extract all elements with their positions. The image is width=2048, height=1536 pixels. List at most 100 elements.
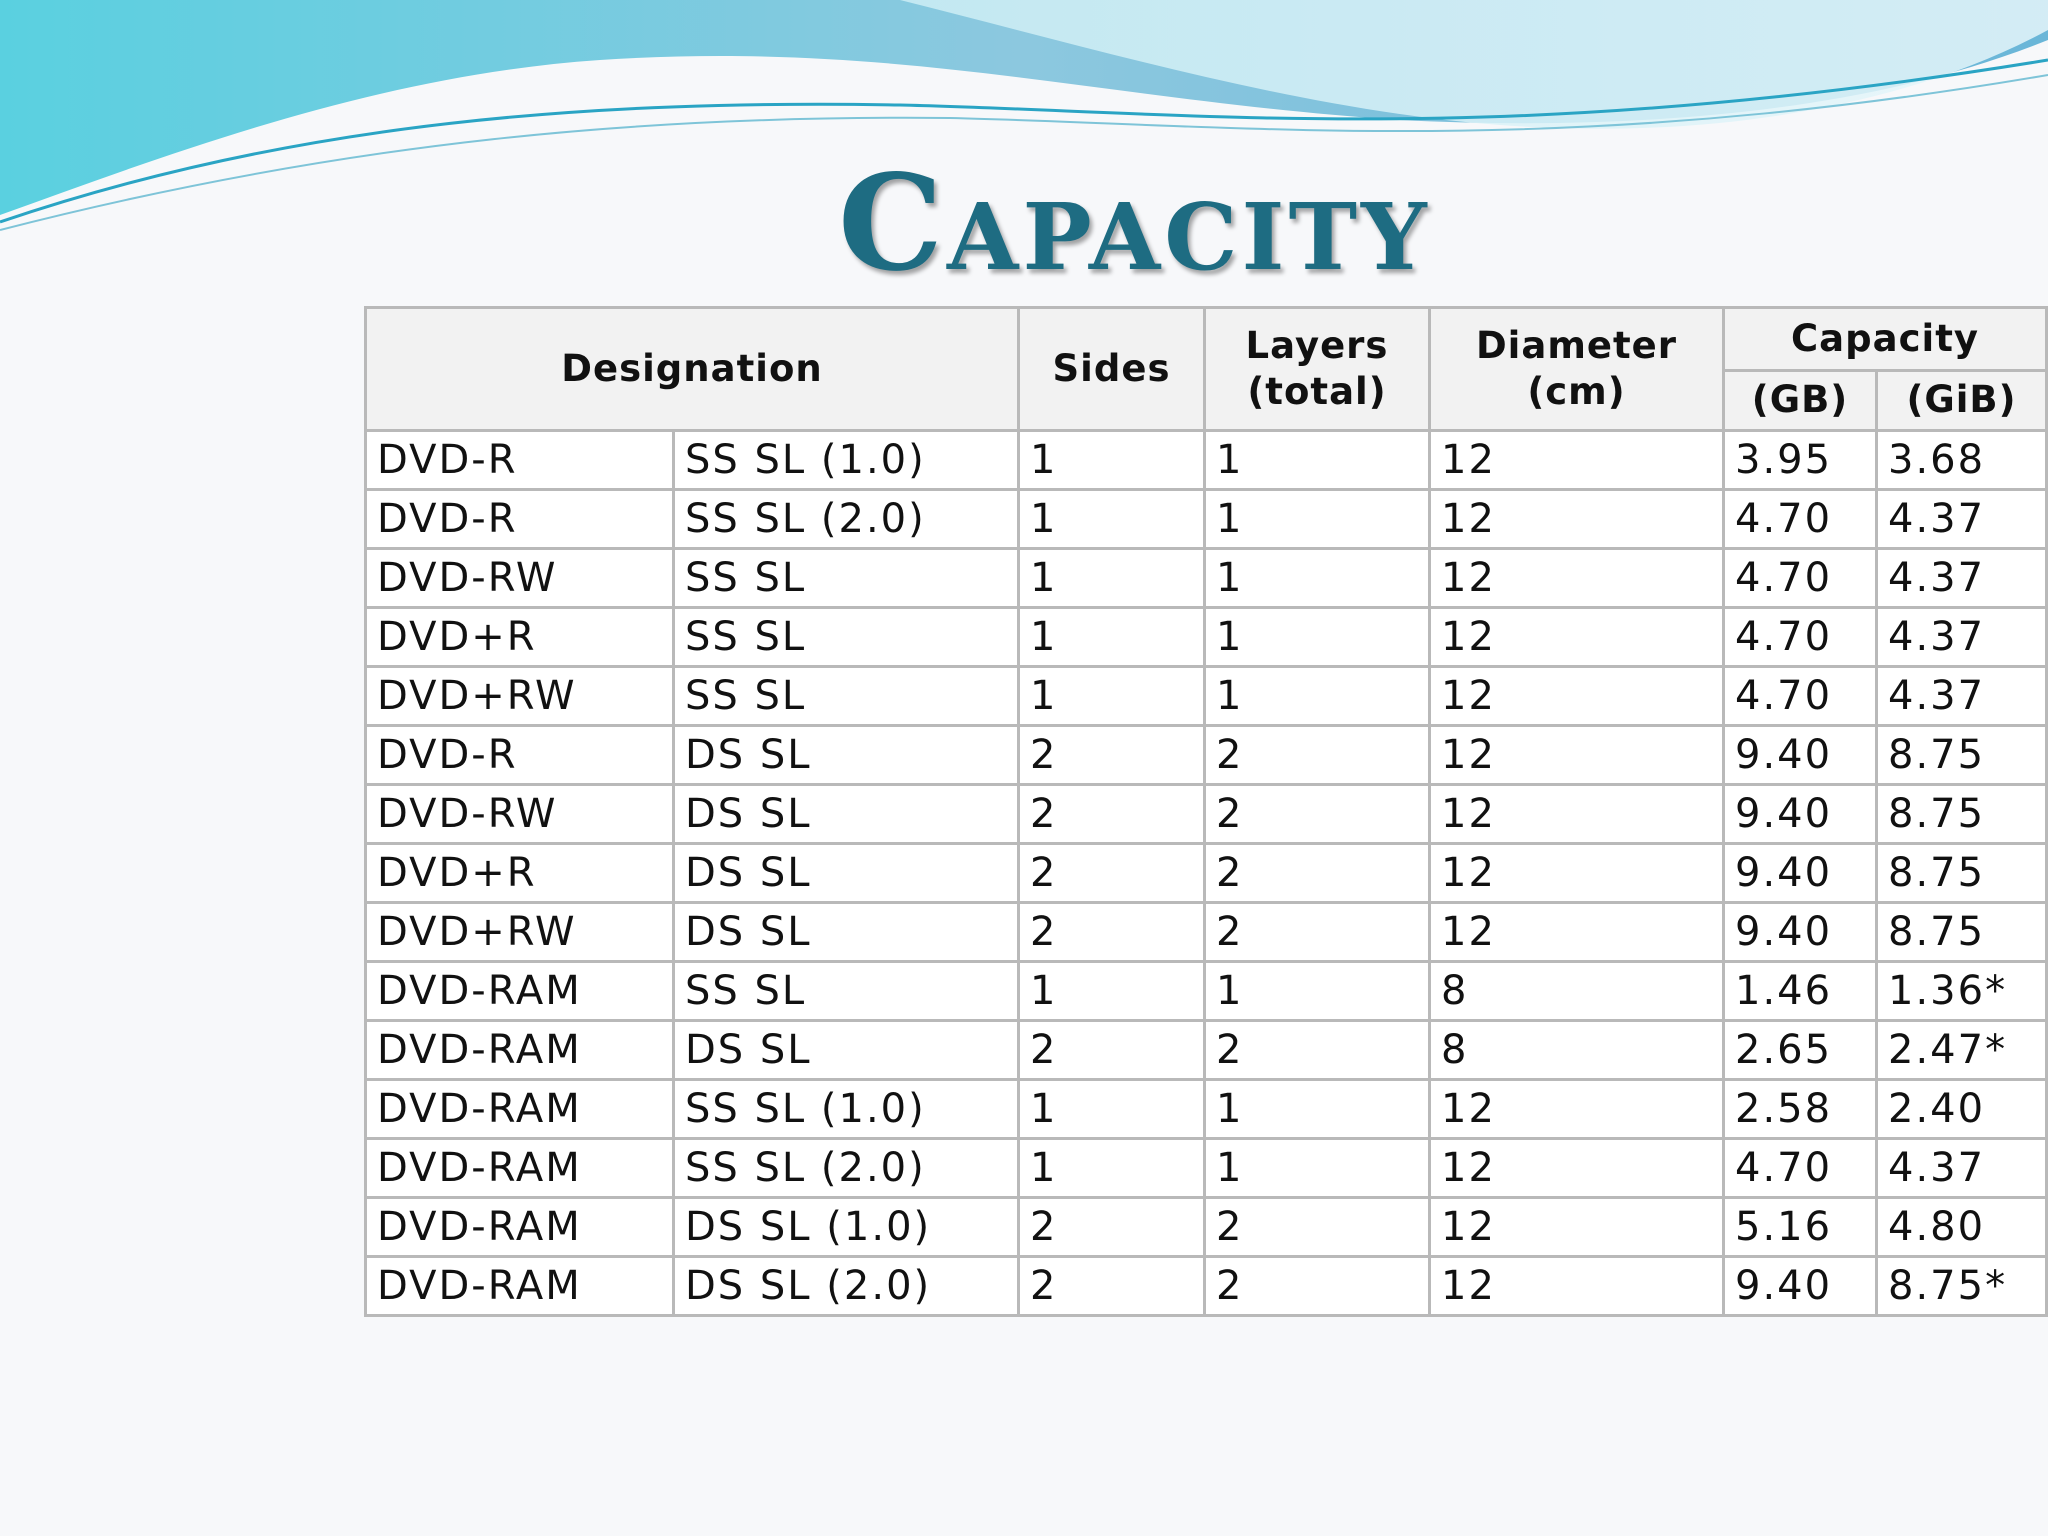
layers-cell: 1: [1203, 606, 1431, 668]
sides-cell: 2: [1017, 1019, 1206, 1081]
capacity-gb-cell: 9.40: [1722, 724, 1878, 786]
capacity-gib-cell: 2.40: [1875, 1078, 2048, 1140]
capacity-gb-cell: 1.46: [1722, 960, 1878, 1022]
header-layers-line1: Layers: [1245, 323, 1389, 367]
diameter-cell: 12: [1428, 1255, 1725, 1317]
capacity-gib-cell: 4.37: [1875, 547, 2048, 609]
format-cell: DVD-RAM: [364, 1078, 675, 1140]
format-cell: DVD+R: [364, 606, 675, 668]
layers-cell: 2: [1203, 1196, 1431, 1258]
header-diameter: Diameter (cm): [1428, 306, 1725, 432]
format-cell: DVD+RW: [364, 665, 675, 727]
diameter-cell: 8: [1428, 1019, 1725, 1081]
type-cell: DS SL: [672, 1019, 1020, 1081]
table-row: DVD-R DS SL 2 2 12 9.40 8.75: [364, 724, 2048, 786]
format-cell: DVD-RAM: [364, 1137, 675, 1199]
format-cell: DVD-R: [364, 488, 675, 550]
format-cell: DVD-R: [364, 429, 675, 491]
sides-cell: 1: [1017, 606, 1206, 668]
table-row: DVD-RAM DS SL 2 2 8 2.65 2.47*: [364, 1019, 2048, 1081]
capacity-gb-cell: 4.70: [1722, 606, 1878, 668]
sides-cell: 1: [1017, 1078, 1206, 1140]
format-cell: DVD+RW: [364, 901, 675, 963]
format-cell: DVD-RAM: [364, 960, 675, 1022]
diameter-cell: 12: [1428, 901, 1725, 963]
sides-cell: 1: [1017, 1137, 1206, 1199]
header-diameter-line1: Diameter: [1475, 323, 1678, 367]
header-gb: (GB): [1722, 369, 1878, 432]
layers-cell: 1: [1203, 547, 1431, 609]
table-row: DVD-RAM DS SL (1.0) 2 2 12 5.16 4.80: [364, 1196, 2048, 1258]
sides-cell: 1: [1017, 488, 1206, 550]
diameter-cell: 12: [1428, 429, 1725, 491]
table-row: DVD-RAM DS SL (2.0) 2 2 12 9.40 8.75*: [364, 1255, 2048, 1317]
capacity-gb-cell: 4.70: [1722, 488, 1878, 550]
slide-title: Capacity: [838, 146, 1431, 301]
type-cell: DS SL: [672, 724, 1020, 786]
table-row: DVD-RW SS SL 1 1 12 4.70 4.37: [364, 547, 2048, 609]
capacity-gb-cell: 2.58: [1722, 1078, 1878, 1140]
sides-cell: 1: [1017, 547, 1206, 609]
layers-cell: 1: [1203, 1137, 1431, 1199]
capacity-gib-cell: 8.75*: [1875, 1255, 2048, 1317]
layers-cell: 2: [1203, 1019, 1431, 1081]
table-row: DVD-RAM SS SL (1.0) 1 1 12 2.58 2.40: [364, 1078, 2048, 1140]
capacity-gib-cell: 8.75: [1875, 783, 2048, 845]
format-cell: DVD-RAM: [364, 1255, 675, 1317]
diameter-cell: 12: [1428, 842, 1725, 904]
capacity-gib-cell: 3.68: [1875, 429, 2048, 491]
diameter-cell: 12: [1428, 1137, 1725, 1199]
header-layers-line2: (total): [1247, 370, 1387, 413]
table-row: DVD-R SS SL (2.0) 1 1 12 4.70 4.37: [364, 488, 2048, 550]
sides-cell: 2: [1017, 1196, 1206, 1258]
layers-cell: 2: [1203, 842, 1431, 904]
header-diameter-line2: (cm): [1527, 370, 1626, 413]
type-cell: SS SL (2.0): [672, 488, 1020, 550]
diameter-cell: 12: [1428, 606, 1725, 668]
capacity-gib-cell: 8.75: [1875, 901, 2048, 963]
header-sides: Sides: [1017, 306, 1206, 432]
diameter-cell: 12: [1428, 783, 1725, 845]
layers-cell: 2: [1203, 901, 1431, 963]
table-row: DVD+RW DS SL 2 2 12 9.40 8.75: [364, 901, 2048, 963]
type-cell: SS SL: [672, 665, 1020, 727]
layers-cell: 2: [1203, 1255, 1431, 1317]
header-designation: Designation: [364, 306, 1020, 432]
capacity-gb-cell: 9.40: [1722, 901, 1878, 963]
capacity-gib-cell: 4.80: [1875, 1196, 2048, 1258]
layers-cell: 1: [1203, 429, 1431, 491]
table-row: DVD-RAM SS SL (2.0) 1 1 12 4.70 4.37: [364, 1137, 2048, 1199]
layers-cell: 1: [1203, 1078, 1431, 1140]
type-cell: SS SL: [672, 606, 1020, 668]
layers-cell: 2: [1203, 783, 1431, 845]
header-gib: (GiB): [1875, 369, 2048, 432]
capacity-gib-cell: 4.37: [1875, 606, 2048, 668]
capacity-table: Designation Sides Layers (total) Diamete…: [364, 306, 2048, 1317]
capacity-gb-cell: 5.16: [1722, 1196, 1878, 1258]
capacity-gb-cell: 4.70: [1722, 1137, 1878, 1199]
table-row: DVD+R DS SL 2 2 12 9.40 8.75: [364, 842, 2048, 904]
type-cell: SS SL: [672, 960, 1020, 1022]
layers-cell: 1: [1203, 960, 1431, 1022]
capacity-gb-cell: 4.70: [1722, 547, 1878, 609]
type-cell: DS SL: [672, 783, 1020, 845]
type-cell: SS SL: [672, 547, 1020, 609]
format-cell: DVD-RAM: [364, 1196, 675, 1258]
table-row: DVD+R SS SL 1 1 12 4.70 4.37: [364, 606, 2048, 668]
capacity-gb-cell: 9.40: [1722, 842, 1878, 904]
sides-cell: 2: [1017, 783, 1206, 845]
capacity-gb-cell: 3.95: [1722, 429, 1878, 491]
sides-cell: 1: [1017, 429, 1206, 491]
capacity-gb-cell: 4.70: [1722, 665, 1878, 727]
capacity-gib-cell: 4.37: [1875, 665, 2048, 727]
type-cell: SS SL (1.0): [672, 429, 1020, 491]
capacity-gib-cell: 8.75: [1875, 842, 2048, 904]
sides-cell: 1: [1017, 960, 1206, 1022]
table-row: DVD-RW DS SL 2 2 12 9.40 8.75: [364, 783, 2048, 845]
table-row: DVD-R SS SL (1.0) 1 1 12 3.95 3.68: [364, 429, 2048, 491]
diameter-cell: 12: [1428, 665, 1725, 727]
layers-cell: 2: [1203, 724, 1431, 786]
format-cell: DVD-RAM: [364, 1019, 675, 1081]
layers-cell: 1: [1203, 665, 1431, 727]
format-cell: DVD-R: [364, 724, 675, 786]
